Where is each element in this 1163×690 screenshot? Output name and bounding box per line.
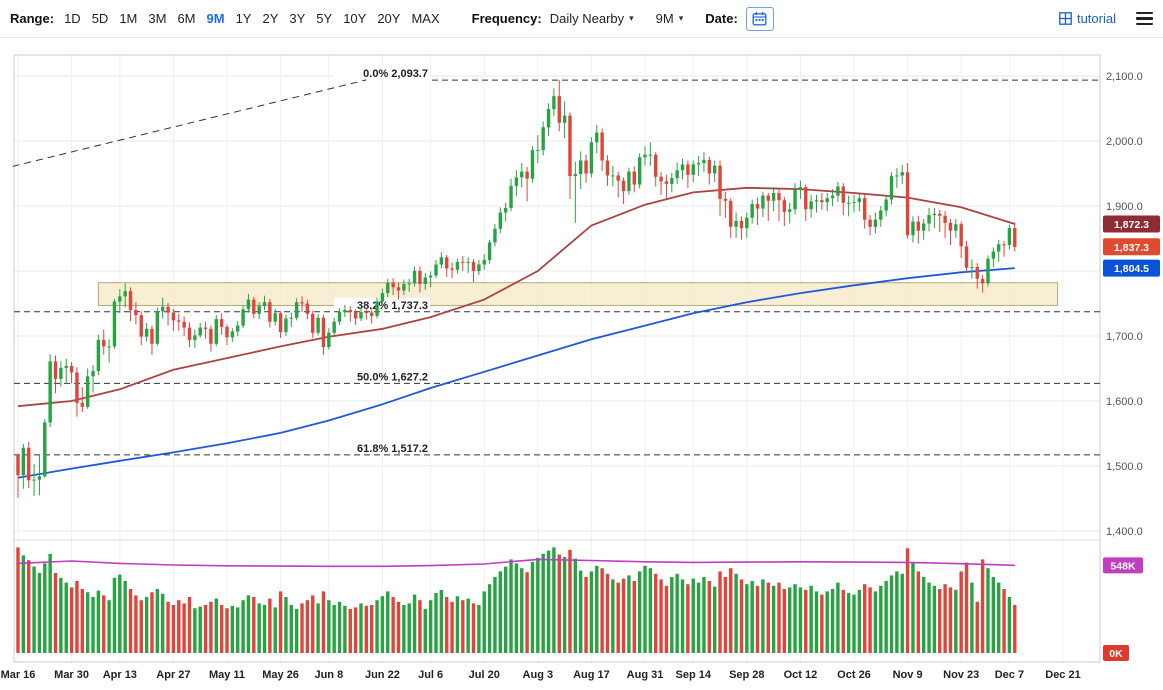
range-button-1y[interactable]: 1Y bbox=[235, 11, 252, 26]
svg-text:Nov 23: Nov 23 bbox=[943, 669, 979, 681]
range-label: Range: bbox=[10, 11, 55, 26]
chevron-down-icon: ▾ bbox=[678, 13, 684, 23]
calendar-icon bbox=[752, 11, 767, 26]
svg-text:Mar 16: Mar 16 bbox=[1, 669, 36, 681]
date-label: Date: bbox=[705, 11, 738, 26]
range-button-1m[interactable]: 1M bbox=[119, 11, 138, 26]
range-button-3m[interactable]: 3M bbox=[148, 11, 167, 26]
svg-text:Jun 8: Jun 8 bbox=[314, 669, 343, 681]
svg-text:1,500.0: 1,500.0 bbox=[1106, 461, 1143, 473]
svg-text:0.0% 2,093.7: 0.0% 2,093.7 bbox=[363, 68, 428, 80]
range-button-20y[interactable]: 20Y bbox=[377, 11, 401, 26]
svg-text:1,600.0: 1,600.0 bbox=[1106, 396, 1143, 408]
svg-text:Dec 21: Dec 21 bbox=[1045, 669, 1080, 681]
range-button-max[interactable]: MAX bbox=[411, 11, 440, 26]
chevron-down-icon: ▾ bbox=[629, 13, 634, 23]
price-volume-chart[interactable]: 0.0% 2,093.7 38.2% 1,737.3 50.0% 1,627.2 61… bbox=[0, 38, 1163, 690]
svg-text:Sep 28: Sep 28 bbox=[729, 669, 764, 681]
svg-text:Jun 22: Jun 22 bbox=[365, 669, 400, 681]
range-button-9m[interactable]: 9M bbox=[206, 11, 225, 26]
range-button-2y[interactable]: 2Y bbox=[262, 11, 279, 26]
menu-icon[interactable] bbox=[1136, 11, 1153, 26]
volume-layer bbox=[16, 547, 1017, 653]
range-button-5d[interactable]: 5D bbox=[91, 11, 109, 26]
price-badge: 1,837.3 bbox=[1103, 238, 1160, 256]
axis-layer: 2,100.02,000.01,900.01,800.01,700.01,600… bbox=[1, 71, 1143, 681]
svg-text:1,700.0: 1,700.0 bbox=[1106, 331, 1143, 343]
ma-layer bbox=[17, 186, 1016, 479]
date-picker-button[interactable] bbox=[745, 6, 774, 31]
tutorial-label: tutorial bbox=[1076, 11, 1116, 26]
svg-text:1,804.5: 1,804.5 bbox=[1114, 263, 1149, 275]
frequency-select[interactable]: Daily Nearby ▾ bbox=[550, 11, 634, 26]
svg-text:Nov 9: Nov 9 bbox=[893, 669, 923, 681]
toolbar: Range: 1D 5D 1M 3M 6M 9M 1Y 2Y 3Y 5Y 10Y 20Y MAX Fre… bbox=[0, 0, 1163, 38]
svg-text:Oct 26: Oct 26 bbox=[837, 669, 871, 681]
svg-text:2,000.0: 2,000.0 bbox=[1106, 136, 1143, 148]
range-button-1d[interactable]: 1D bbox=[64, 11, 81, 26]
svg-text:0K: 0K bbox=[1109, 648, 1123, 660]
svg-text:Aug 17: Aug 17 bbox=[573, 669, 610, 681]
svg-text:Apr 27: Apr 27 bbox=[156, 669, 190, 681]
range-button-5y[interactable]: 5Y bbox=[316, 11, 333, 26]
badge-layer: 1,872.3 1,837.3 1,804.5 548K 0K bbox=[1103, 215, 1160, 661]
volume-badge: 0K bbox=[1103, 645, 1129, 661]
svg-text:May 11: May 11 bbox=[209, 669, 245, 681]
svg-text:50.0% 1,627.2: 50.0% 1,627.2 bbox=[357, 371, 428, 383]
fibonacci-layer: 0.0% 2,093.7 38.2% 1,737.3 50.0% 1,627.2 61… bbox=[14, 66, 1100, 456]
svg-text:548K: 548K bbox=[1110, 560, 1136, 572]
svg-text:1,400.0: 1,400.0 bbox=[1106, 526, 1143, 538]
frequency-label: Frequency: bbox=[471, 11, 542, 26]
svg-text:Aug 31: Aug 31 bbox=[627, 669, 664, 681]
red-moving-average bbox=[17, 186, 1016, 408]
svg-text:61.8% 1,517.2: 61.8% 1,517.2 bbox=[357, 443, 428, 455]
price-badge: 1,804.5 bbox=[1103, 259, 1160, 277]
svg-text:1,872.3: 1,872.3 bbox=[1114, 219, 1149, 231]
svg-text:Dec 7: Dec 7 bbox=[995, 669, 1024, 681]
svg-text:Oct 12: Oct 12 bbox=[784, 669, 818, 681]
svg-text:Mar 30: Mar 30 bbox=[54, 669, 89, 681]
svg-text:Aug 3: Aug 3 bbox=[523, 669, 554, 681]
price-badge: 1,872.3 bbox=[1103, 215, 1160, 233]
svg-text:1,900.0: 1,900.0 bbox=[1106, 201, 1143, 213]
svg-text:Apr 13: Apr 13 bbox=[103, 669, 137, 681]
svg-text:Jul 6: Jul 6 bbox=[418, 669, 443, 681]
svg-text:1,837.3: 1,837.3 bbox=[1114, 242, 1149, 254]
trendline-layer bbox=[12, 79, 367, 167]
chart-area[interactable]: 0.0% 2,093.7 38.2% 1,737.3 50.0% 1,627.2 61… bbox=[0, 38, 1163, 690]
window-grid-icon bbox=[1059, 12, 1072, 25]
grid-layer bbox=[13, 54, 1101, 663]
range-buttons: 1D 5D 1M 3M 6M 9M 1Y 2Y 3Y 5Y 10Y 20Y MAX bbox=[64, 11, 440, 26]
candles-layer bbox=[16, 79, 1017, 498]
svg-text:38.2% 1,737.3: 38.2% 1,737.3 bbox=[357, 300, 428, 312]
tutorial-link[interactable]: tutorial bbox=[1059, 11, 1116, 26]
range-button-10y[interactable]: 10Y bbox=[343, 11, 367, 26]
frequency-value: Daily Nearby bbox=[549, 11, 625, 26]
range-button-3y[interactable]: 3Y bbox=[289, 11, 306, 26]
svg-text:2,100.0: 2,100.0 bbox=[1106, 71, 1143, 83]
volume-average bbox=[17, 558, 1015, 568]
period-value: 9M bbox=[655, 11, 674, 26]
svg-text:Jul 20: Jul 20 bbox=[469, 669, 500, 681]
svg-text:May 26: May 26 bbox=[262, 669, 299, 681]
support-zone-layer bbox=[97, 282, 1059, 306]
svg-text:Sep 14: Sep 14 bbox=[675, 669, 711, 681]
blue-moving-average bbox=[17, 267, 1015, 479]
period-select[interactable]: 9M ▾ bbox=[656, 11, 684, 26]
range-button-6m[interactable]: 6M bbox=[177, 11, 196, 26]
volume-badge: 548K bbox=[1103, 557, 1143, 574]
